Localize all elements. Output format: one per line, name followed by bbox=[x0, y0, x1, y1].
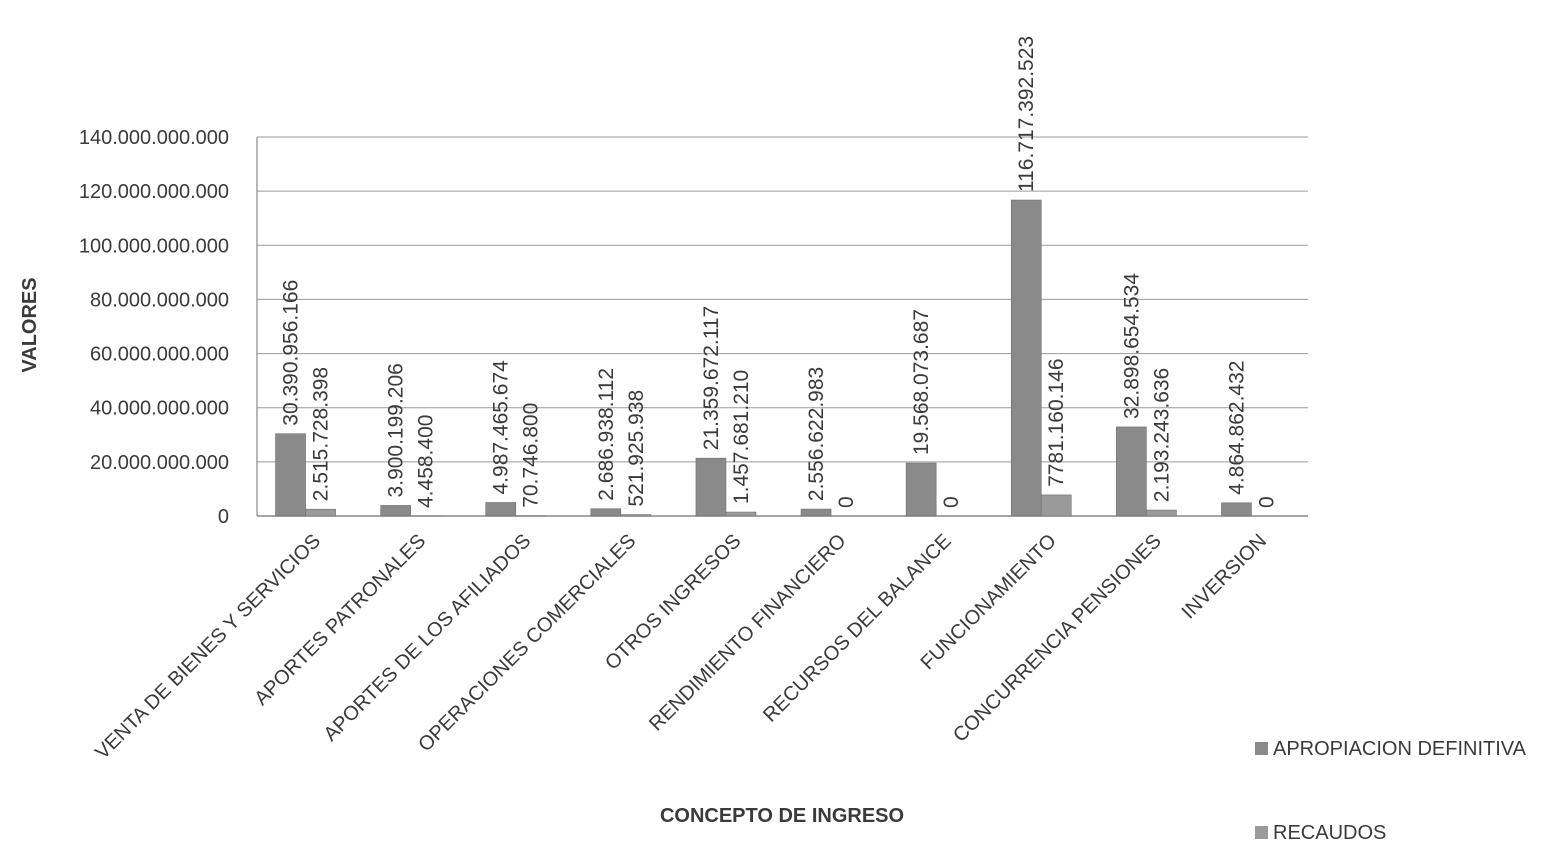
data-label: 2.193.243.636 bbox=[1150, 368, 1173, 502]
bar-recaudos bbox=[1146, 510, 1176, 516]
data-label: 521.925.938 bbox=[625, 390, 648, 507]
y-tick-label: 20.000.000.000 bbox=[90, 452, 229, 474]
x-tick-label: VENTA DE BIENES Y SERVICIOS bbox=[91, 530, 325, 764]
bar-recaudos bbox=[621, 515, 651, 516]
bar-apropiacion bbox=[1116, 427, 1146, 516]
data-label: 116.717.392.523 bbox=[1015, 36, 1038, 192]
x-axis-title: CONCEPTO DE INGRESO bbox=[660, 805, 904, 827]
bar-apropiacion bbox=[1011, 200, 1041, 516]
legend-label-recaudos: RECAUDOS bbox=[1273, 822, 1386, 844]
legend-label-apropiacion: APROPIACION DEFINITIVA bbox=[1273, 738, 1527, 760]
data-label: 70.746.800 bbox=[520, 403, 543, 508]
bar-apropiacion bbox=[696, 458, 726, 516]
bar-apropiacion bbox=[1221, 503, 1251, 516]
data-label: 7781.160.146 bbox=[1045, 358, 1068, 486]
data-label: 0 bbox=[835, 496, 858, 508]
legend-swatch-apropiacion bbox=[1255, 742, 1268, 755]
y-tick-label: 120.000.000.000 bbox=[79, 181, 229, 203]
y-tick-label-layer: 0 20.000.000.000 40.000.000.000 60.000.000.… bbox=[79, 127, 229, 528]
data-label: 32.898.654.534 bbox=[1120, 273, 1143, 419]
y-tick-label: 140.000.000.000 bbox=[79, 127, 229, 149]
legend: APROPIACION DEFINITIVA RECAUDOS bbox=[1255, 738, 1527, 844]
bar-recaudos bbox=[1041, 495, 1071, 516]
x-tick-label: APORTES PATRONALES bbox=[250, 530, 430, 710]
data-label: 3.900.199.206 bbox=[385, 363, 408, 497]
bar-recaudos bbox=[306, 509, 336, 516]
x-tick-label: INVERSION bbox=[1178, 530, 1271, 623]
bar-apropiacion bbox=[801, 509, 831, 516]
y-tick-label: 80.000.000.000 bbox=[90, 289, 229, 311]
data-label: 19.568.073.687 bbox=[910, 309, 933, 455]
data-label: 21.359.672.117 bbox=[700, 306, 723, 450]
bar-apropiacion bbox=[906, 463, 936, 516]
bar-apropiacion bbox=[486, 502, 516, 516]
data-label: 0 bbox=[1255, 496, 1278, 508]
x-tick-label: CONCURRENCIA PENSIONES bbox=[949, 530, 1166, 747]
bar-apropiacion bbox=[381, 505, 411, 516]
data-label: 2.686.938.112 bbox=[595, 368, 618, 501]
data-label: 4.458.400 bbox=[415, 415, 438, 508]
data-label: 2.515.728.398 bbox=[310, 367, 333, 501]
bar-apropiacion bbox=[276, 434, 306, 516]
data-label: 1.457.681.210 bbox=[730, 370, 753, 504]
y-tick-label: 40.000.000.000 bbox=[90, 398, 229, 420]
data-label: 4.987.465.674 bbox=[490, 360, 513, 495]
bar-recaudos bbox=[726, 512, 756, 516]
x-tick-label: RENDIMIENTO FINANCIERO bbox=[645, 530, 850, 735]
x-tick-label: OPERACIONES COMERCIALES bbox=[414, 530, 640, 756]
y-tick-label: 100.000.000.000 bbox=[79, 235, 229, 257]
bar-apropiacion bbox=[591, 509, 621, 516]
data-label: 30.390.956.166 bbox=[280, 280, 303, 426]
legend-swatch-recaudos bbox=[1255, 826, 1268, 839]
y-tick-label: 0 bbox=[218, 506, 229, 528]
data-label: 0 bbox=[940, 496, 963, 508]
x-tick-label: RECURSOS DEL BALANCE bbox=[759, 530, 956, 727]
y-axis-title: VALORES bbox=[19, 277, 41, 372]
data-label: 2.556.622.983 bbox=[805, 367, 828, 501]
y-tick-label: 60.000.000.000 bbox=[90, 344, 229, 366]
data-label: 4.864.862.432 bbox=[1225, 361, 1248, 495]
x-tick-label: APORTES DE LOS AFILIADOS bbox=[320, 530, 536, 746]
